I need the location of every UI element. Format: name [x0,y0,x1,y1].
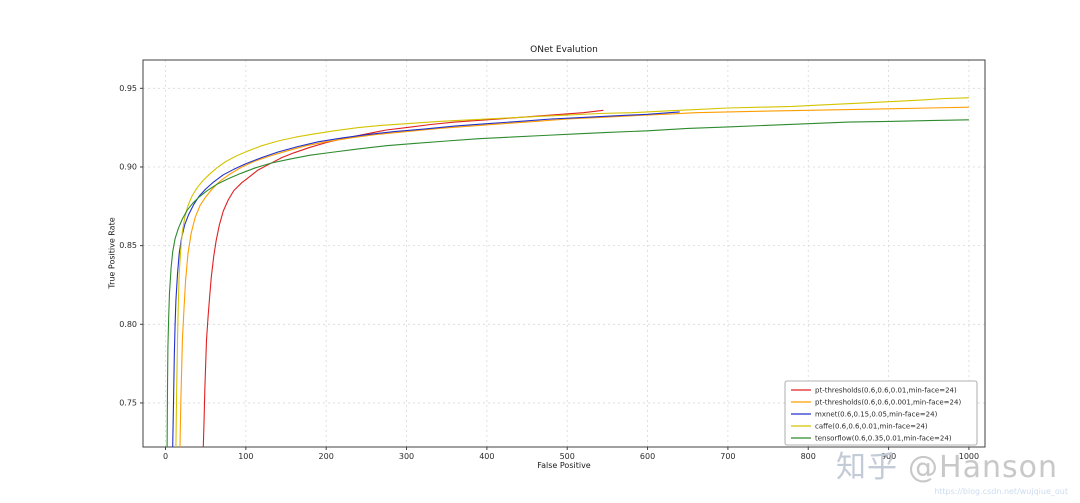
y-tick-label: 0.85 [119,241,137,250]
plot-frame [142,59,986,448]
watermark-url: https://blog.csdn.net/wujqiue_out [934,487,1068,496]
x-tick-label: 0 [163,452,168,461]
x-tick-label: 700 [720,452,735,461]
chart-title: ONet Evalution [530,45,598,55]
x-tick-label: 300 [399,452,414,461]
y-axis-label: True Positive Rate [107,217,117,289]
y-tick-label: 0.75 [119,398,137,407]
x-axis-label: False Positive [537,461,591,470]
watermark-handle: @Hanson [908,450,1058,485]
legend-label-2: mxnet(0.6,0.15,0.05,min-face=24) [815,411,938,419]
y-tick-label: 0.80 [119,320,137,329]
x-tick-label: 800 [801,452,816,461]
watermark-brand: 知乎 [836,450,899,485]
x-tick-label: 600 [640,452,655,461]
watermark: 知乎 @Hanson [836,442,1058,486]
x-tick-label: 100 [238,452,253,461]
x-tick-label: 1000 [959,452,979,461]
legend-label-1: pt-thresholds(0.6,0.6,0.001,min-face=24) [815,399,961,407]
legend-label-0: pt-thresholds(0.6,0.6,0.01,min-face=24) [815,387,957,395]
series-line-4 [166,119,969,448]
legend-box [784,380,978,446]
legend-label-4: tensorflow(0.6,0.35,0.01,min-face=24) [815,435,952,443]
series-line-3 [175,97,969,448]
legend-label-3: caffe(0.6,0.6,0.01,min-face=24) [815,423,928,431]
series-line-0 [202,109,604,448]
x-tick-label: 400 [479,452,494,461]
y-tick-label: 0.95 [119,84,137,93]
x-tick-label: 900 [881,452,896,461]
x-tick-label: 200 [319,452,334,461]
series-line-2 [172,111,680,448]
y-tick-label: 0.90 [119,162,137,171]
x-tick-label: 500 [560,452,575,461]
series-line-1 [179,106,969,448]
